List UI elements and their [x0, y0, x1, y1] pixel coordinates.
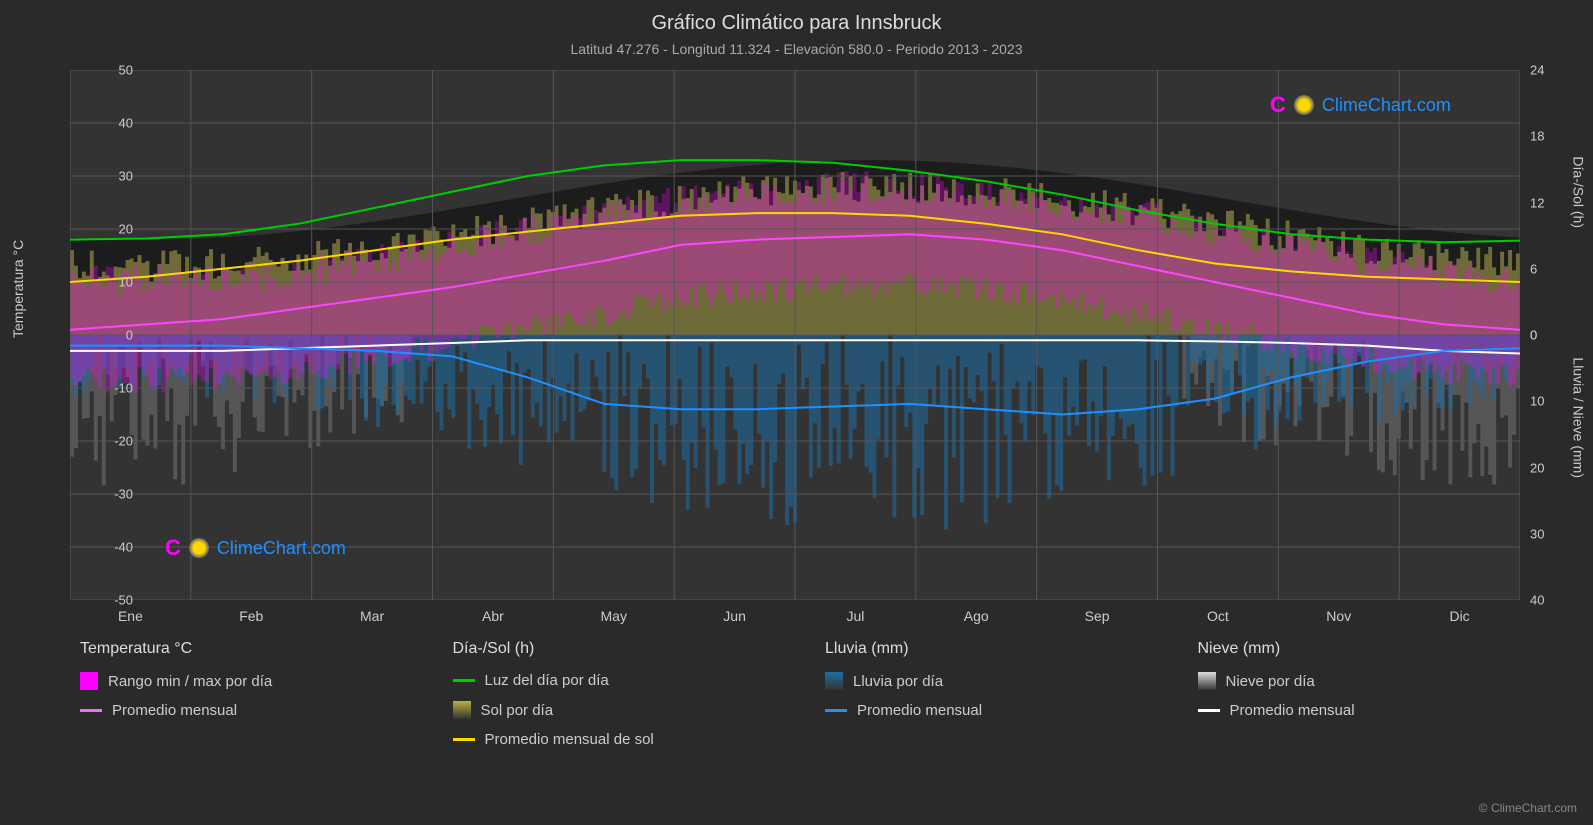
y-left-tick: -40 — [114, 540, 133, 555]
y-left-tick: 0 — [126, 328, 133, 343]
y-right-top-tick: 18 — [1530, 129, 1544, 144]
legend-daysol: Día-/Sol (h) Luz del día por día Sol por… — [453, 640, 786, 760]
month-tick: Ene — [118, 608, 143, 624]
chart-subtitle: Latitud 47.276 - Longitud 11.324 - Eleva… — [0, 35, 1593, 57]
month-tick: May — [601, 608, 627, 624]
y-right-bottom-tick: 0 — [1530, 328, 1537, 343]
legend-rain: Lluvia (mm) Lluvia por día Promedio mens… — [825, 640, 1158, 760]
y-right-top-tick: 6 — [1530, 261, 1537, 276]
y-right-top-tick: 12 — [1530, 195, 1544, 210]
legend-rain-avg: Promedio mensual — [825, 702, 1158, 719]
legend-temp-header: Temperatura °C — [80, 640, 413, 658]
legend-temp-range-label: Rango min / max por día — [108, 673, 272, 690]
y-right-top-tick: 24 — [1530, 63, 1544, 78]
legend-rain-daily: Lluvia por día — [825, 672, 1158, 690]
legend-sun-avg-label: Promedio mensual de sol — [485, 731, 654, 748]
month-tick: Jul — [846, 608, 864, 624]
legend-temp: Temperatura °C Rango min / max por día P… — [80, 640, 413, 760]
y-left-tick: -50 — [114, 593, 133, 608]
y-left-tick: 30 — [119, 169, 133, 184]
y-right-top-label: Día-/Sol (h) — [1571, 156, 1587, 228]
brand-text: ClimeChart.com — [1322, 95, 1451, 116]
month-tick: Ago — [964, 608, 989, 624]
swatch-sun-avg — [453, 738, 475, 741]
swatch-rain-avg — [825, 709, 847, 712]
logo-sun-icon — [189, 538, 209, 558]
logo-c-icon: C — [165, 535, 181, 561]
legend-snow-daily-label: Nieve por día — [1226, 673, 1315, 690]
swatch-sun — [453, 701, 471, 719]
y-left-tick: 40 — [119, 116, 133, 131]
legend-daylight-label: Luz del día por día — [485, 672, 609, 689]
legend-snow-daily: Nieve por día — [1198, 672, 1531, 690]
y-left-tick: 20 — [119, 222, 133, 237]
climate-chart-svg — [70, 70, 1520, 600]
legend-sun: Sol por día — [453, 701, 786, 719]
brand-text: ClimeChart.com — [217, 538, 346, 559]
y-right-bottom-tick: 20 — [1530, 460, 1544, 475]
y-right-bottom-tick: 40 — [1530, 593, 1544, 608]
legend-sun-label: Sol por día — [481, 702, 554, 719]
chart-title: Gráfico Climático para Innsbruck — [0, 0, 1593, 35]
legend-temp-range: Rango min / max por día — [80, 672, 413, 690]
watermark-top: C ClimeChart.com — [1270, 92, 1451, 118]
legend-rain-header: Lluvia (mm) — [825, 640, 1158, 658]
logo-sun-icon — [1294, 95, 1314, 115]
watermark-bottom: C ClimeChart.com — [165, 535, 346, 561]
swatch-rain — [825, 672, 843, 690]
y-right-bottom-label: Lluvia / Nieve (mm) — [1571, 357, 1587, 478]
y-left-tick: -20 — [114, 434, 133, 449]
legend-snow-avg: Promedio mensual — [1198, 702, 1531, 719]
month-tick: Sep — [1085, 608, 1110, 624]
copyright: © ClimeChart.com — [1479, 801, 1577, 815]
swatch-temp-range — [80, 672, 98, 690]
legend-sun-avg: Promedio mensual de sol — [453, 731, 786, 748]
month-tick: Oct — [1207, 608, 1229, 624]
swatch-snow-avg — [1198, 709, 1220, 712]
swatch-temp-avg — [80, 709, 102, 712]
y-right-bottom-tick: 10 — [1530, 394, 1544, 409]
legend-snow: Nieve (mm) Nieve por día Promedio mensua… — [1198, 640, 1531, 760]
month-tick: Feb — [239, 608, 263, 624]
y-left-label: Temperatura °C — [10, 240, 26, 338]
legend-rain-avg-label: Promedio mensual — [857, 702, 982, 719]
legend: Temperatura °C Rango min / max por día P… — [80, 640, 1530, 760]
y-left-tick: 50 — [119, 63, 133, 78]
legend-rain-daily-label: Lluvia por día — [853, 673, 943, 690]
y-left-tick: 10 — [119, 275, 133, 290]
y-left-tick: -30 — [114, 487, 133, 502]
swatch-snow — [1198, 672, 1216, 690]
legend-snow-header: Nieve (mm) — [1198, 640, 1531, 658]
month-tick: Dic — [1449, 608, 1469, 624]
month-tick: Abr — [482, 608, 504, 624]
swatch-daylight — [453, 679, 475, 682]
y-left-tick: -10 — [114, 381, 133, 396]
plot-area — [70, 70, 1520, 600]
legend-daysol-header: Día-/Sol (h) — [453, 640, 786, 658]
logo-c-icon: C — [1270, 92, 1286, 118]
legend-snow-avg-label: Promedio mensual — [1230, 702, 1355, 719]
legend-temp-avg: Promedio mensual — [80, 702, 413, 719]
y-right-bottom-tick: 30 — [1530, 526, 1544, 541]
month-tick: Mar — [360, 608, 384, 624]
legend-daylight: Luz del día por día — [453, 672, 786, 689]
month-tick: Jun — [723, 608, 746, 624]
month-tick: Nov — [1326, 608, 1351, 624]
legend-temp-avg-label: Promedio mensual — [112, 702, 237, 719]
